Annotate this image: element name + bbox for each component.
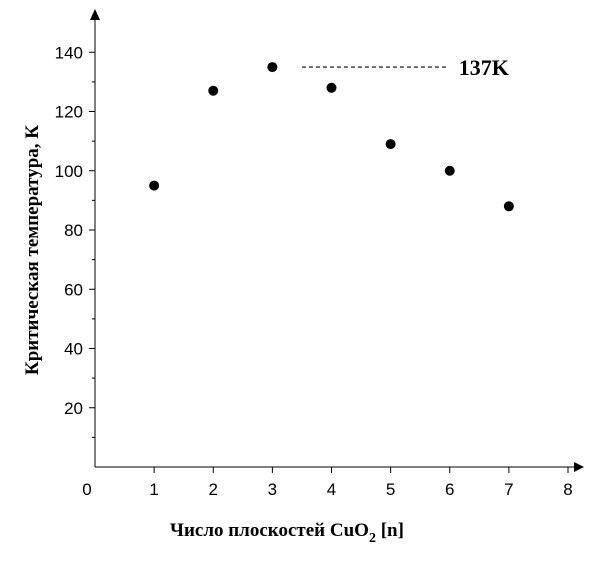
data-point bbox=[208, 85, 219, 96]
data-point bbox=[267, 62, 278, 73]
x-ticks: 0 1 2 3 4 5 6 7 8 bbox=[82, 467, 573, 499]
x-tick-label: 7 bbox=[504, 480, 513, 499]
x-tick-label: 2 bbox=[209, 480, 218, 499]
y-tick-label: 100 bbox=[55, 162, 83, 181]
x-axis-title: Число плоскостей CuO2 [n] bbox=[170, 520, 404, 546]
y-tick-label: 80 bbox=[64, 221, 83, 240]
data-point bbox=[385, 139, 396, 150]
annotation-label: 137K bbox=[459, 55, 509, 80]
x-tick-label: 6 bbox=[445, 480, 454, 499]
data-point bbox=[503, 201, 514, 212]
x-axis-arrow bbox=[574, 462, 584, 472]
y-axis-title: Критическая температура, К bbox=[22, 125, 43, 375]
data-point bbox=[149, 180, 160, 191]
x-tick-label: 1 bbox=[149, 480, 158, 499]
x-tick-label: 5 bbox=[386, 480, 395, 499]
y-tick-label: 20 bbox=[64, 399, 83, 418]
x-tick-label: 3 bbox=[268, 480, 277, 499]
x-tick-label: 0 bbox=[82, 480, 91, 499]
data-point bbox=[326, 82, 337, 93]
y-ticks: 20 40 60 80 100 120 140 bbox=[55, 43, 95, 438]
x-tick-label: 4 bbox=[327, 480, 336, 499]
y-axis-arrow bbox=[90, 9, 100, 20]
x-axis-title-subscript: 2 bbox=[369, 531, 376, 546]
y-tick-label: 140 bbox=[55, 43, 83, 62]
data-points bbox=[149, 62, 514, 212]
y-tick-label: 60 bbox=[64, 280, 83, 299]
data-point bbox=[444, 165, 455, 176]
y-tick-label: 120 bbox=[55, 103, 83, 122]
y-tick-label: 40 bbox=[64, 340, 83, 359]
x-tick-label: 8 bbox=[563, 480, 572, 499]
